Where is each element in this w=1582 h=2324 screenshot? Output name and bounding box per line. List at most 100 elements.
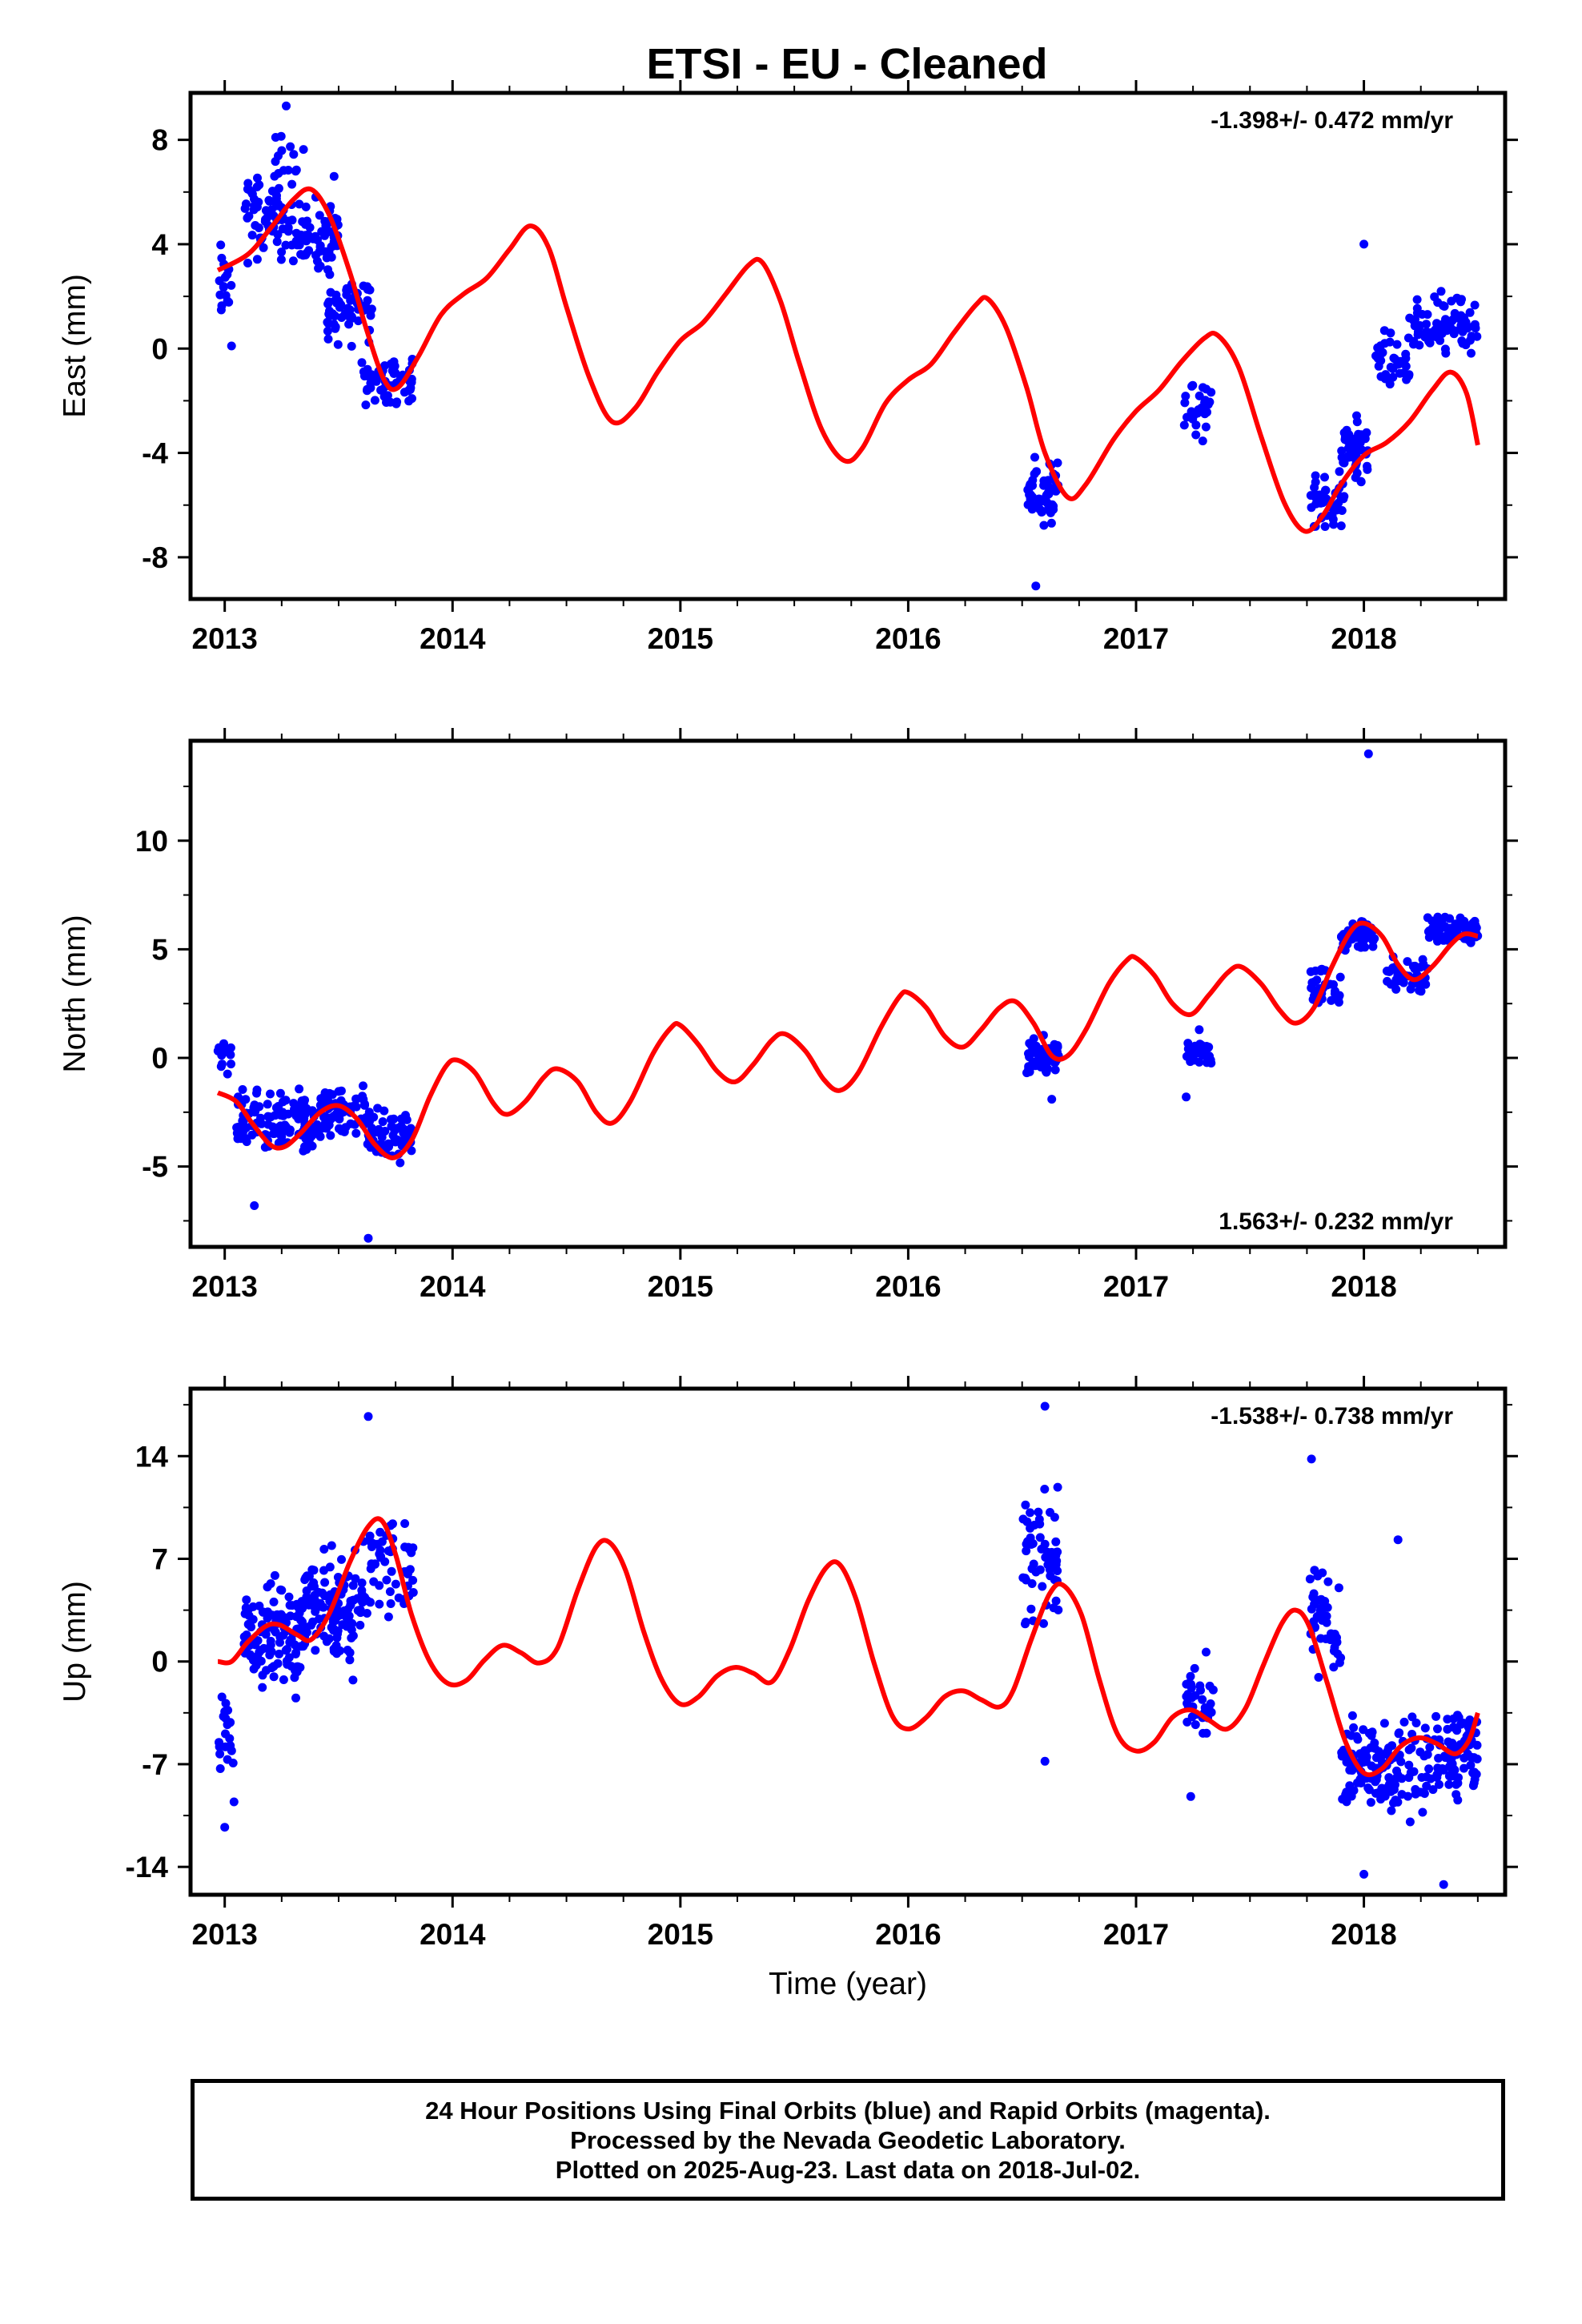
data-point (326, 287, 335, 297)
data-point (1195, 1057, 1204, 1067)
data-point (1392, 340, 1402, 349)
data-point (1320, 472, 1329, 482)
data-point (1465, 308, 1475, 317)
y-tick-label: -4 (142, 437, 168, 470)
data-point (1027, 1579, 1037, 1588)
data-point (1318, 1568, 1327, 1578)
data-point (1040, 1401, 1050, 1411)
data-point (332, 215, 342, 224)
data-point (1207, 388, 1216, 397)
data-point (1470, 916, 1480, 926)
data-point (1404, 1760, 1414, 1770)
data-point (1395, 356, 1405, 366)
data-point (1391, 975, 1401, 984)
data-point (320, 1088, 330, 1097)
data-point (276, 255, 286, 264)
data-point (219, 283, 228, 292)
data-point (1422, 1781, 1431, 1791)
data-point (228, 1759, 238, 1767)
data-point (1450, 1765, 1460, 1775)
data-point (1039, 521, 1049, 530)
data-point (364, 372, 374, 381)
data-point (287, 179, 297, 189)
data-point (1320, 522, 1330, 531)
data-point (359, 1095, 368, 1104)
data-point (294, 1602, 303, 1612)
data-point (1205, 1681, 1215, 1691)
data-point (327, 1090, 337, 1100)
data-point (1034, 1507, 1043, 1517)
data-point (1405, 1817, 1415, 1827)
data-point (403, 1570, 412, 1578)
data-point (348, 1675, 358, 1685)
x-tick-label: 2013 (192, 1918, 258, 1951)
data-points (215, 101, 1482, 591)
data-point (1337, 446, 1347, 456)
data-point (1038, 1582, 1047, 1591)
data-point (266, 1636, 275, 1646)
data-point (303, 1598, 312, 1607)
data-point (263, 1120, 273, 1129)
data-point (1040, 1756, 1050, 1766)
data-point (1431, 1711, 1441, 1721)
chart-panel-3: 2013 2014 2015 2016 2017 2018 14 7 0 -7 -14 Up (mm)… (58, 1376, 1518, 2001)
data-point (1454, 1773, 1463, 1783)
data-point (1366, 1798, 1375, 1807)
data-point (1333, 1649, 1343, 1659)
data-point (273, 1659, 283, 1668)
data-point (1031, 1567, 1041, 1577)
data-point (1031, 1061, 1041, 1071)
data-point (226, 1050, 235, 1059)
data-point (1363, 1783, 1373, 1792)
data-point (1352, 411, 1361, 420)
data-point (1310, 489, 1319, 499)
data-point (1399, 368, 1408, 378)
data-point (307, 1565, 317, 1574)
data-point (346, 1601, 355, 1610)
data-point (1321, 485, 1330, 495)
x-tick-label: 2014 (420, 1918, 486, 1951)
data-point (1181, 392, 1191, 401)
data-point (1191, 1720, 1200, 1730)
data-point (1306, 967, 1315, 976)
data-point (1407, 1743, 1416, 1753)
data-point (1335, 1658, 1344, 1667)
x-tick-label: 2015 (648, 622, 713, 655)
data-point (1026, 496, 1035, 505)
data-point (281, 1646, 291, 1655)
data-point (1439, 1880, 1448, 1889)
data-point (307, 1106, 317, 1116)
data-point (351, 1574, 360, 1583)
data-point (366, 311, 375, 320)
data-point (1314, 1673, 1323, 1682)
data-point (337, 1554, 346, 1564)
data-point (338, 1620, 347, 1630)
data-point (365, 285, 375, 295)
data-point (1433, 1724, 1442, 1734)
data-point (1339, 494, 1348, 504)
data-point (277, 146, 287, 155)
data-point (314, 1122, 323, 1132)
data-point (1032, 467, 1042, 476)
data-point (220, 1707, 230, 1716)
data-point (1468, 1768, 1478, 1778)
data-point (291, 165, 301, 175)
data-point (250, 1201, 259, 1210)
data-point (1026, 1508, 1035, 1518)
data-point (270, 171, 279, 181)
data-point (1375, 1751, 1384, 1761)
data-point (240, 1609, 250, 1618)
data-point (1403, 1791, 1412, 1801)
data-point (1452, 1779, 1461, 1789)
data-point (388, 1131, 398, 1140)
data-point (1460, 1763, 1468, 1773)
data-point (300, 1575, 310, 1585)
data-point (287, 215, 297, 225)
data-point (1471, 324, 1480, 333)
data-point (1424, 933, 1434, 942)
data-point (1186, 1791, 1195, 1801)
data-point (298, 234, 307, 243)
data-point (1046, 500, 1055, 509)
data-point (1180, 398, 1190, 408)
